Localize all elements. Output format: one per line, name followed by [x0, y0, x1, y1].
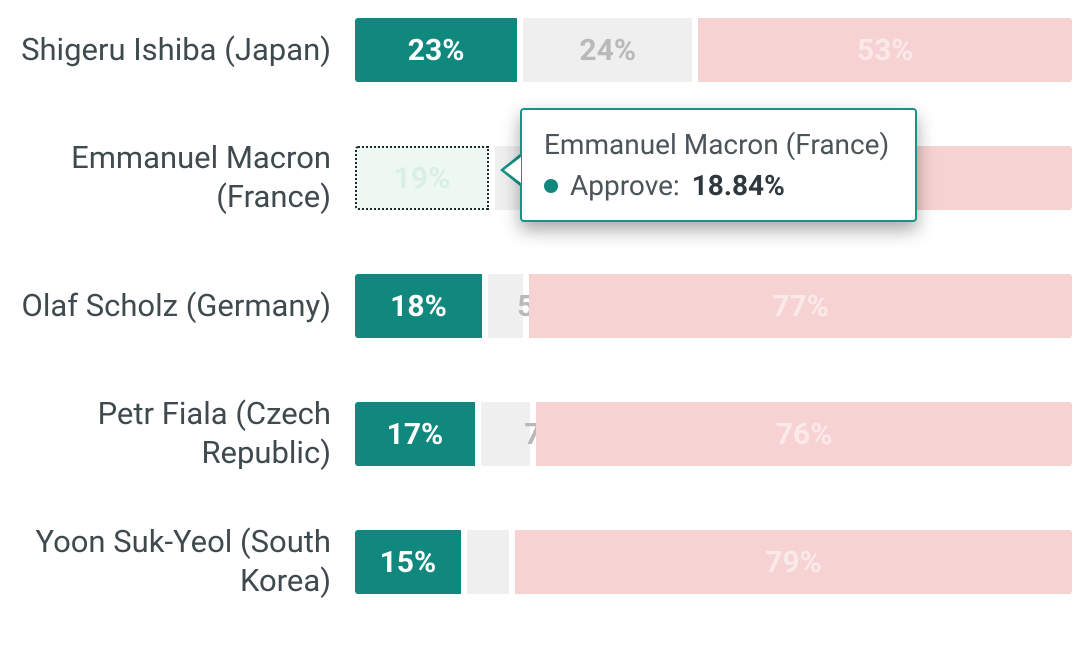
row-label: Yoon Suk-Yeol (South Korea)	[0, 518, 345, 606]
segment-disapprove[interactable]: 53%	[698, 18, 1072, 82]
segment-value: 23%	[408, 33, 465, 68]
tooltip-title: Emmanuel Macron (France)	[544, 128, 889, 161]
segment-neutral[interactable]: 24%	[523, 18, 692, 82]
segment-value: 79%	[765, 545, 822, 580]
row-label: Emmanuel Macron (France)	[0, 134, 345, 222]
tooltip-series-label: Approve:	[570, 169, 680, 202]
segment-value: 77%	[772, 289, 829, 324]
segment-approve[interactable]: 15%	[355, 530, 461, 594]
segment-value: 19%	[394, 161, 451, 196]
tooltip-arrow-inner	[504, 157, 521, 183]
tooltip-dot-icon	[544, 179, 558, 193]
chart-row: Shigeru Ishiba (Japan) 23% 24% 53%	[0, 6, 1080, 94]
tooltip-value: 18.84%	[692, 169, 785, 202]
segment-value: 15%	[380, 545, 437, 580]
segment-neutral[interactable]: 7%	[481, 402, 530, 466]
segment-disapprove[interactable]: 79%	[515, 530, 1072, 594]
segment-value: 18%	[390, 289, 447, 324]
row-label: Petr Fiala (Czech Republic)	[0, 390, 345, 478]
segment-value: 24%	[579, 33, 636, 68]
segment-disapprove[interactable]: 76%	[536, 402, 1072, 466]
segment-approve[interactable]: 23%	[355, 18, 517, 82]
bar-area: 23% 24% 53%	[355, 18, 1060, 82]
bar-area: 18% 5% 77%	[355, 274, 1060, 338]
chart-row: Yoon Suk-Yeol (South Korea) 15% 79%	[0, 518, 1080, 606]
segment-neutral[interactable]: 5%	[488, 274, 523, 338]
bar-area: 15% 79%	[355, 530, 1060, 594]
segment-value: 17%	[387, 417, 444, 452]
segment-value: 53%	[857, 33, 914, 68]
approval-stacked-bar-chart: Shigeru Ishiba (Japan) 23% 24% 53% Emmanuel …	[0, 0, 1080, 654]
chart-row: Petr Fiala (Czech Republic) 17% 7% 76%	[0, 390, 1080, 478]
segment-value: 76%	[776, 417, 833, 452]
row-label: Shigeru Ishiba (Japan)	[0, 6, 345, 94]
segment-approve[interactable]: 19%	[355, 146, 489, 210]
row-label: Olaf Scholz (Germany)	[0, 262, 345, 350]
segment-disapprove[interactable]: 77%	[529, 274, 1072, 338]
segment-approve[interactable]: 17%	[355, 402, 475, 466]
segment-approve[interactable]: 18%	[355, 274, 482, 338]
tooltip-line: Approve: 18.84%	[544, 169, 889, 202]
tooltip: Emmanuel Macron (France) Approve: 18.84%	[520, 108, 917, 222]
chart-row: Olaf Scholz (Germany) 18% 5% 77%	[0, 262, 1080, 350]
segment-neutral[interactable]	[467, 530, 509, 594]
bar-area: 17% 7% 76%	[355, 402, 1060, 466]
